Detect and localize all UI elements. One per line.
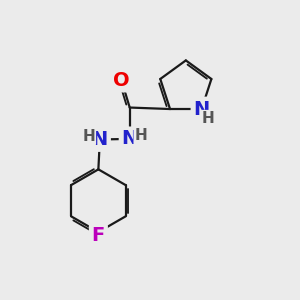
Text: H: H bbox=[82, 129, 95, 144]
Text: F: F bbox=[92, 226, 105, 245]
Text: N: N bbox=[122, 129, 138, 148]
Text: N: N bbox=[194, 100, 210, 118]
Text: N: N bbox=[92, 130, 108, 149]
Text: O: O bbox=[113, 70, 130, 90]
Text: H: H bbox=[202, 111, 214, 126]
Text: H: H bbox=[135, 128, 147, 143]
